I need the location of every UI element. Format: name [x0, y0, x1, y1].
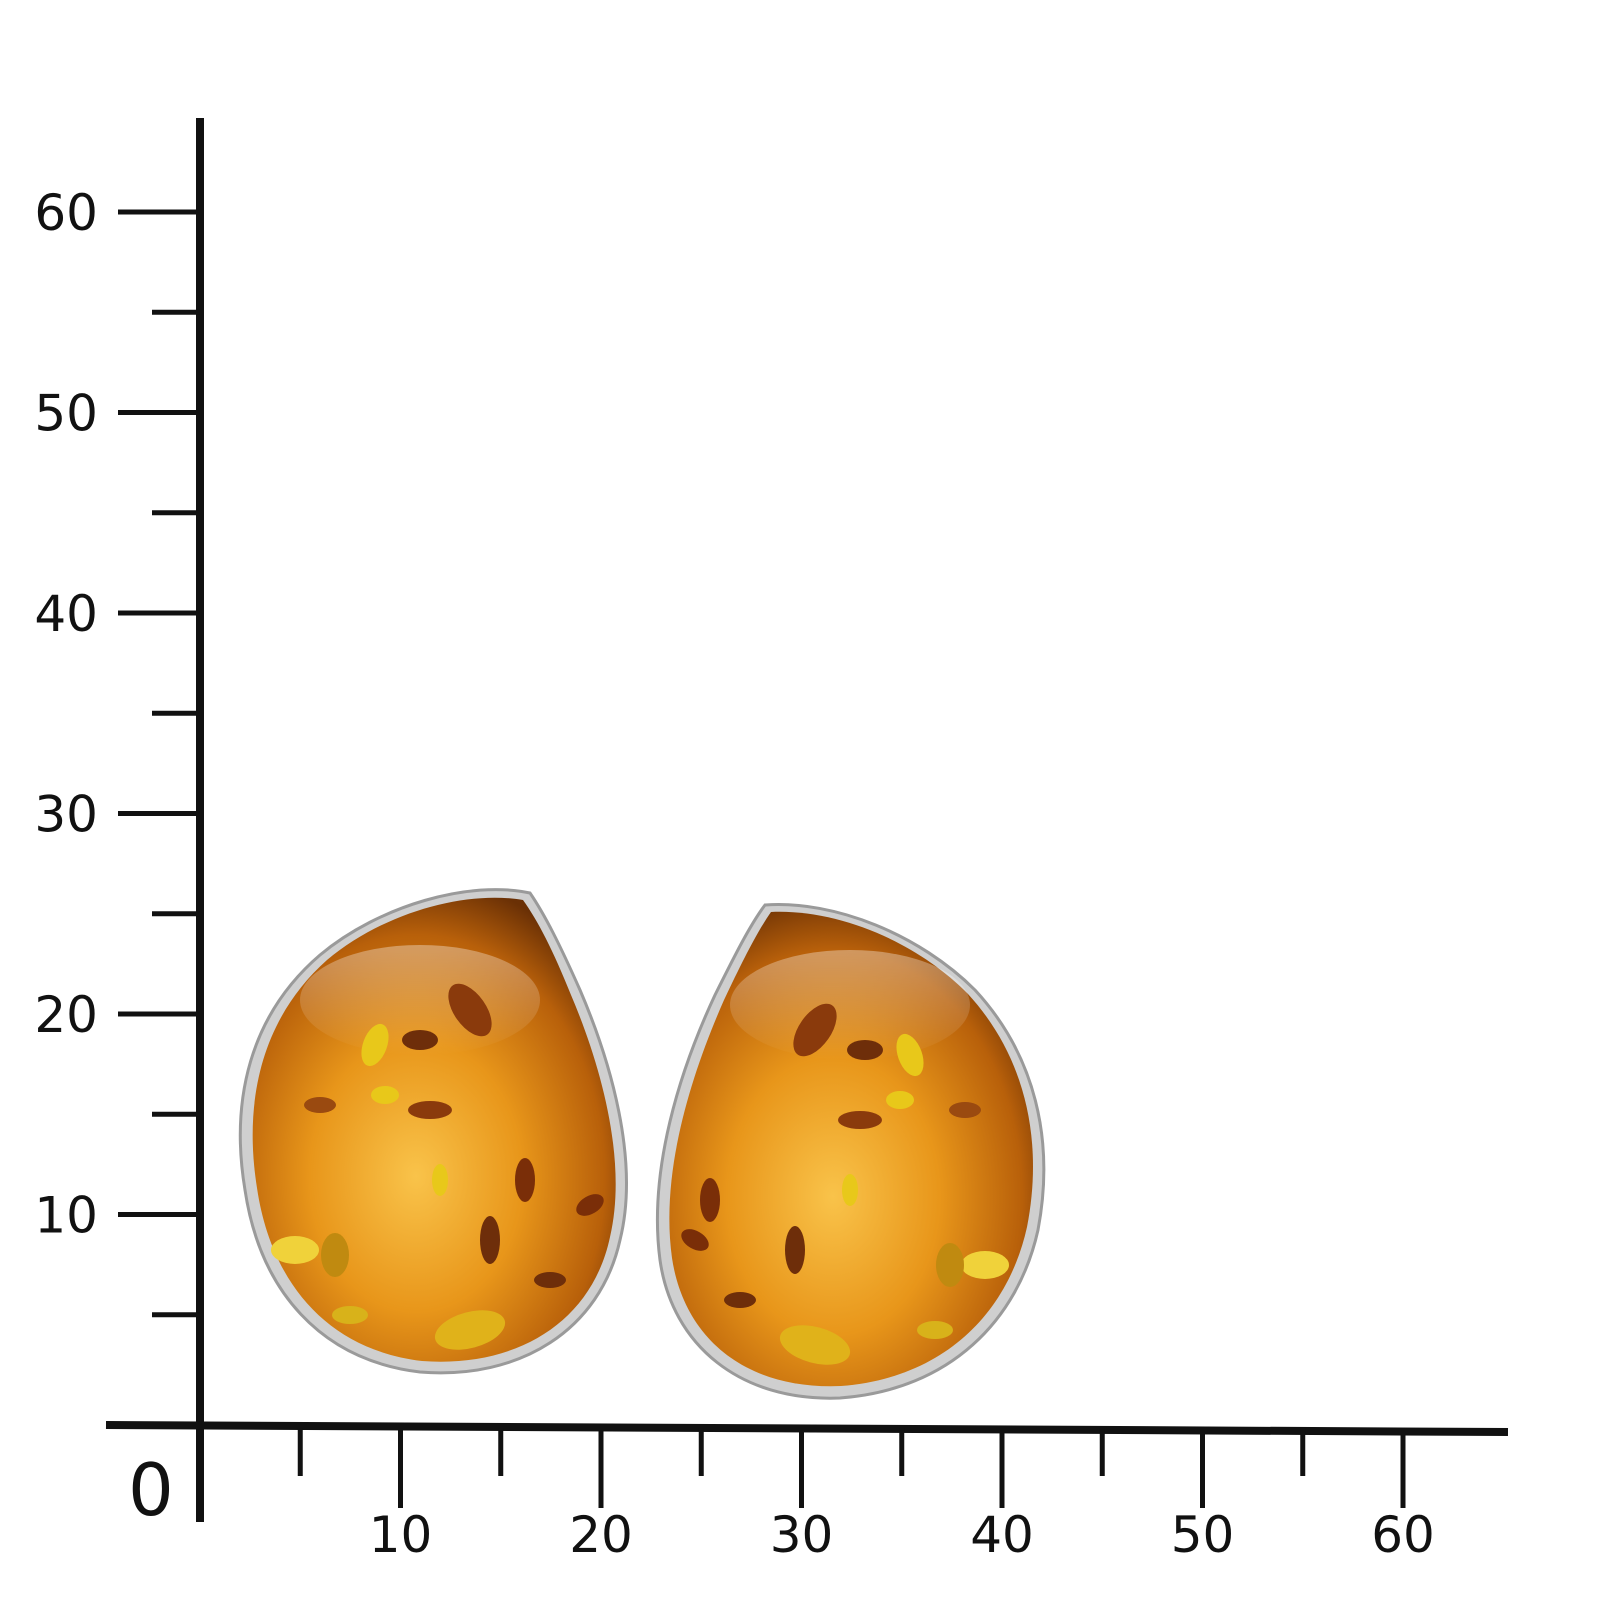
y-tick-label: 10	[34, 1187, 98, 1245]
x-tick-label: 60	[1371, 1506, 1435, 1564]
amber-earring-left	[238, 888, 628, 1375]
x-tick-label: 30	[770, 1506, 834, 1564]
origin-label: 0	[128, 1448, 174, 1532]
inclusions-left	[271, 983, 604, 1350]
x-tick-label: 20	[569, 1506, 633, 1564]
x-axis-ticks: 10 20 30 40 50 60	[297, 1428, 1435, 1564]
x-tick-label: 10	[369, 1506, 433, 1564]
amber-earring-right	[656, 903, 1046, 1400]
inclusions-right	[681, 1003, 1009, 1365]
ruler: 10 20 30 40 50 60 10 20 30 40 50 60 0	[34, 118, 1509, 1564]
x-tick-label: 40	[970, 1506, 1034, 1564]
y-tick-label: 40	[34, 585, 98, 643]
x-axis-line	[105, 1421, 1509, 1436]
y-axis-ticks: 10 20 30 40 50 60	[34, 184, 200, 1318]
y-tick-label: 50	[34, 385, 98, 443]
y-tick-label: 30	[34, 786, 98, 844]
y-tick-label: 60	[34, 184, 98, 242]
y-tick-label: 20	[34, 986, 98, 1044]
x-tick-label: 50	[1171, 1506, 1235, 1564]
